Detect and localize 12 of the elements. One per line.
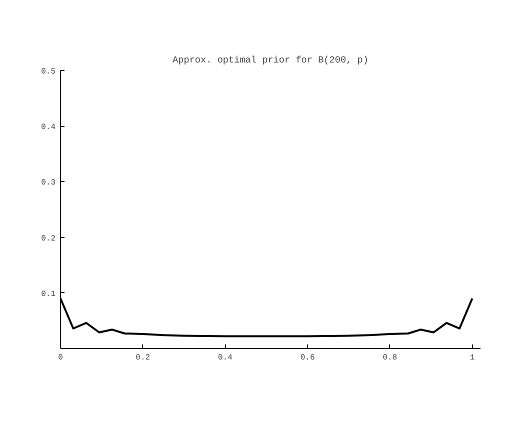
- x-tick-label: 0.4: [218, 354, 233, 362]
- x-tick-label: 1: [470, 354, 475, 362]
- chart-title: Approx. optimal prior for B(200, p): [172, 54, 368, 66]
- x-tick-label: 0.2: [136, 354, 150, 362]
- x-tick-label: 0.8: [382, 354, 398, 362]
- x-tick-label: 0.6: [300, 354, 315, 362]
- y-tick-label: 0.5: [41, 68, 56, 76]
- y-tick-label: 0.1: [41, 290, 56, 299]
- y-tick-label: 0.3: [41, 178, 56, 188]
- x-tick-label: 0: [58, 354, 64, 362]
- y-tick-label: 0.4: [41, 123, 56, 132]
- y-tick-label: 0.2: [41, 234, 56, 244]
